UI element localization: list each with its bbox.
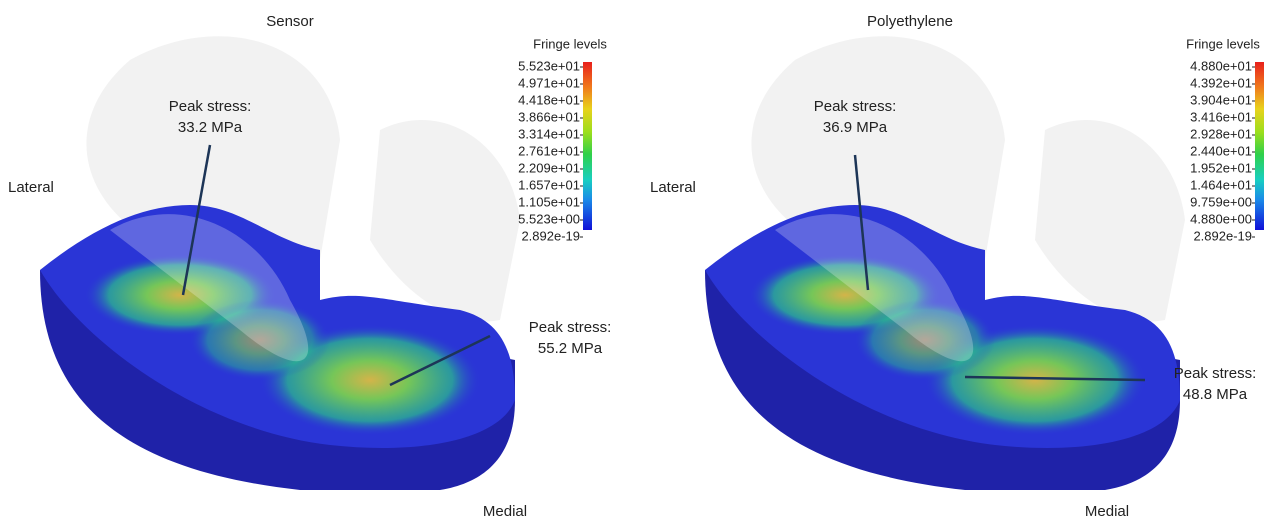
- fringe-level: 3.314e+01: [518, 126, 580, 141]
- side-label: Medial: [1085, 503, 1129, 519]
- fringe-level: 4.880e+01: [1190, 58, 1252, 73]
- peak-value: 48.8 MPa: [1183, 386, 1248, 403]
- panel-title: Polyethylene: [867, 13, 953, 30]
- peak-label: Peak stress:: [814, 98, 897, 115]
- panel: Polyethylene Fringe levels 4.880e+01 4.392e…: [650, 13, 1264, 520]
- fringe-level: 5.523e+00: [518, 211, 580, 226]
- peak-label: Peak stress:: [529, 319, 612, 336]
- leader-line: [389, 334, 491, 387]
- leader-line: [181, 144, 212, 296]
- fringe-level: 2.209e+01: [518, 160, 580, 175]
- femoral-component: [370, 120, 520, 322]
- fringe-level: 1.464e+01: [1190, 177, 1252, 192]
- fringe-level: 2.928e+01: [1190, 126, 1252, 141]
- stress-region: [190, 300, 330, 380]
- fringe-level: 4.392e+01: [1190, 75, 1252, 90]
- peak-value: 33.2 MPa: [178, 119, 243, 136]
- fringe-level: 3.904e+01: [1190, 92, 1252, 107]
- side-label: Medial: [483, 503, 527, 519]
- fringe-level: 3.416e+01: [1190, 109, 1252, 124]
- fringe-level: 2.892e-19: [1193, 228, 1252, 243]
- peak-value: 36.9 MPa: [823, 119, 888, 136]
- fringe-level: 5.523e+01: [518, 58, 580, 73]
- colorbar: [1255, 62, 1264, 230]
- femoral-overlay: [110, 214, 309, 362]
- leader-line: [853, 154, 870, 291]
- fringe-level: 2.892e-19: [521, 228, 580, 243]
- side-label: Lateral: [8, 179, 54, 196]
- fringe-level: 4.418e+01: [518, 92, 580, 107]
- panel: Sensor Fringe levels 5.523e+01 4.971e+01 4.4…: [8, 13, 612, 520]
- fringe-level: 9.759e+00: [1190, 194, 1252, 209]
- femoral-component: [1035, 120, 1185, 322]
- peak-label: Peak stress:: [1174, 365, 1257, 382]
- colorbar: [583, 62, 592, 230]
- side-label: Lateral: [650, 179, 696, 196]
- fringe-level: 3.866e+01: [518, 109, 580, 124]
- stress-region: [855, 300, 995, 380]
- panel-title: Sensor: [266, 13, 314, 30]
- legend-title: Fringe levels: [533, 36, 607, 51]
- femoral-overlay: [775, 214, 974, 362]
- fringe-level: 1.952e+01: [1190, 160, 1252, 175]
- peak-label: Peak stress:: [169, 98, 252, 115]
- legend-title: Fringe levels: [1186, 36, 1260, 51]
- fringe-level: 2.440e+01: [1190, 143, 1252, 158]
- fringe-level: 4.880e+00: [1190, 211, 1252, 226]
- fringe-level: 1.657e+01: [518, 177, 580, 192]
- fringe-level: 1.105e+01: [518, 194, 580, 209]
- fringe-level: 4.971e+01: [518, 75, 580, 90]
- leader-line: [964, 375, 1146, 382]
- fringe-level: 2.761e+01: [518, 143, 580, 158]
- peak-value: 55.2 MPa: [538, 340, 603, 357]
